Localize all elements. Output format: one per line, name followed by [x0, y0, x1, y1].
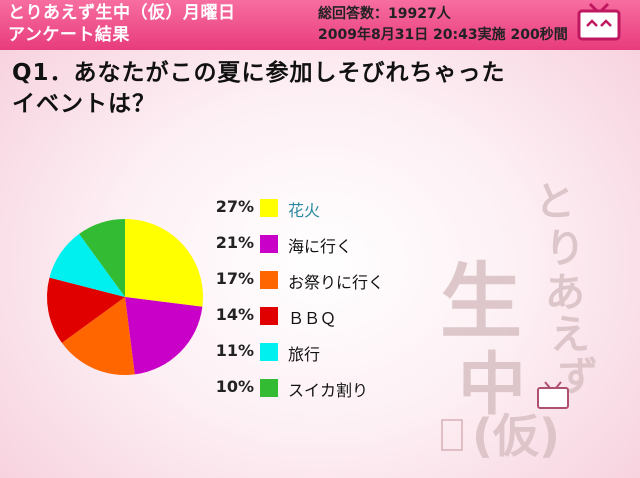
survey-datetime: 2009年8月31日 20:43実施 200秒間	[318, 27, 568, 43]
pie-chart	[47, 219, 204, 375]
legend-swatch	[260, 379, 278, 397]
watermark-char: 生	[440, 255, 522, 350]
legend-swatch	[260, 199, 278, 217]
title-line-1: とりあえず生中（仮）月曜日	[8, 3, 236, 23]
title-line-2: アンケート結果	[8, 25, 130, 45]
question-line-2: イベントは？	[12, 91, 156, 117]
show-logo-watermark: と り あ え ず 生 中 (仮)	[440, 180, 598, 460]
page-title: とりあえず生中（仮）月曜日 アンケート結果	[8, 2, 236, 46]
tv-mascot-icon	[577, 2, 621, 41]
question-line-1: Q1．あなたがこの夏に参加しそびれちゃった	[12, 60, 506, 86]
pie-slice	[49, 233, 125, 297]
legend-label: 花火	[288, 201, 321, 220]
legend-swatch	[260, 307, 278, 325]
legend-percent: 10%	[215, 377, 254, 396]
pie-slice	[125, 219, 204, 307]
question-text: Q1．あなたがこの夏に参加しそびれちゃった イベントは？	[12, 58, 506, 120]
tv-stamp-icon	[537, 381, 569, 409]
legend-swatch	[260, 235, 278, 253]
legend-percent: 14%	[215, 305, 254, 324]
legend-percent: 21%	[215, 233, 254, 252]
legend-swatch	[260, 343, 278, 361]
legend-item: 10% スイカ割り	[212, 375, 412, 401]
pie-slice	[125, 297, 203, 375]
legend-item: 17% お祭りに行く	[212, 267, 412, 293]
legend-label: 海に行く	[288, 237, 353, 256]
legend-item: 11% 旅行	[212, 339, 412, 365]
legend-item: 21% 海に行く	[212, 231, 412, 257]
watermark-char: と	[535, 180, 575, 225]
legend-swatch	[260, 271, 278, 289]
legend-label: お祭りに行く	[288, 273, 385, 292]
watermark-char: り	[545, 226, 585, 272]
legend-label: ＢＢＱ	[288, 309, 337, 328]
pie-slice	[79, 219, 125, 297]
survey-meta: 総回答数：19927人 2009年8月31日 20:43実施 200秒間	[318, 4, 568, 46]
legend-label: 旅行	[288, 345, 321, 364]
watermark-char: 中	[458, 346, 526, 425]
legend-percent: 27%	[215, 197, 254, 216]
legend-percent: 17%	[215, 269, 254, 288]
watermark-char: え	[550, 312, 590, 358]
pie-slice	[61, 297, 135, 375]
total-responses: 総回答数：19927人	[318, 6, 451, 22]
legend-item: 14% ＢＢＱ	[212, 303, 412, 329]
legend-item: 27% 花火	[212, 195, 412, 221]
legend-label: スイカ割り	[288, 381, 369, 400]
header-bar: とりあえず生中（仮）月曜日 アンケート結果 総回答数：19927人 2009年8…	[0, 0, 640, 50]
seal-stamp	[441, 419, 463, 451]
pie-slice	[47, 277, 126, 343]
watermark-char: (仮)	[472, 409, 560, 460]
legend-percent: 11%	[215, 341, 254, 360]
watermark-char: あ	[545, 270, 585, 316]
